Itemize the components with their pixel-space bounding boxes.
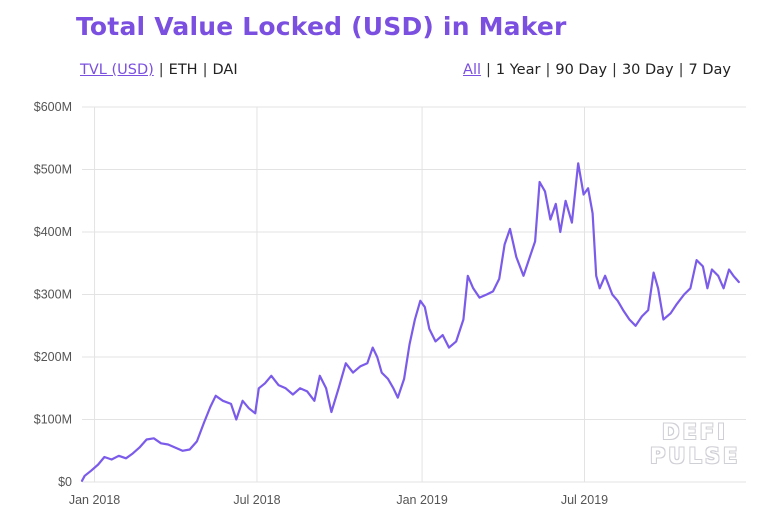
range-7-day[interactable]: 7 Day [688,62,731,78]
x-tick-label: Jul 2019 [561,493,608,507]
toggle-eth[interactable]: ETH [168,62,198,78]
y-tick-label: $200M [34,350,72,364]
tvl-series-line [80,162,740,482]
separator: | [486,62,491,78]
toggle-dai[interactable]: DAI [212,62,238,78]
separator: | [678,62,684,78]
x-tick-label: Jan 2019 [396,493,447,507]
separator: | [202,62,208,78]
separator: | [545,62,551,78]
toggle-tvl-usd[interactable]: TVL (USD) [80,62,154,78]
metric-toggle-group: TVL (USD) | ETH | DAI [80,62,238,78]
y-tick-label: $400M [34,225,72,239]
y-tick-label: $100M [34,413,72,427]
range-1-year[interactable]: 1 Year [495,62,541,78]
watermark-line-2: PULSE [650,444,741,468]
y-tick-label: $600M [34,100,72,114]
x-tick-label: Jul 2018 [233,493,280,507]
separator: | [612,62,617,78]
range-all[interactable]: All [463,62,482,78]
chart-title: Total Value Locked (USD) in Maker [76,12,567,41]
range-90-day[interactable]: 90 Day [555,62,608,78]
range-toggle-group: All | 1 Year | 90 Day | 30 Day | 7 Day [463,62,731,78]
y-tick-label: $300M [34,288,72,302]
separator: | [158,62,164,78]
defi-pulse-watermark: DEFI PULSE [650,420,740,468]
y-tick-label: $500M [34,163,72,177]
y-tick-label: $0 [58,475,72,489]
x-tick-label: Jan 2018 [69,493,120,507]
range-30-day[interactable]: 30 Day [621,62,674,78]
watermark-line-1: DEFI [662,420,728,444]
